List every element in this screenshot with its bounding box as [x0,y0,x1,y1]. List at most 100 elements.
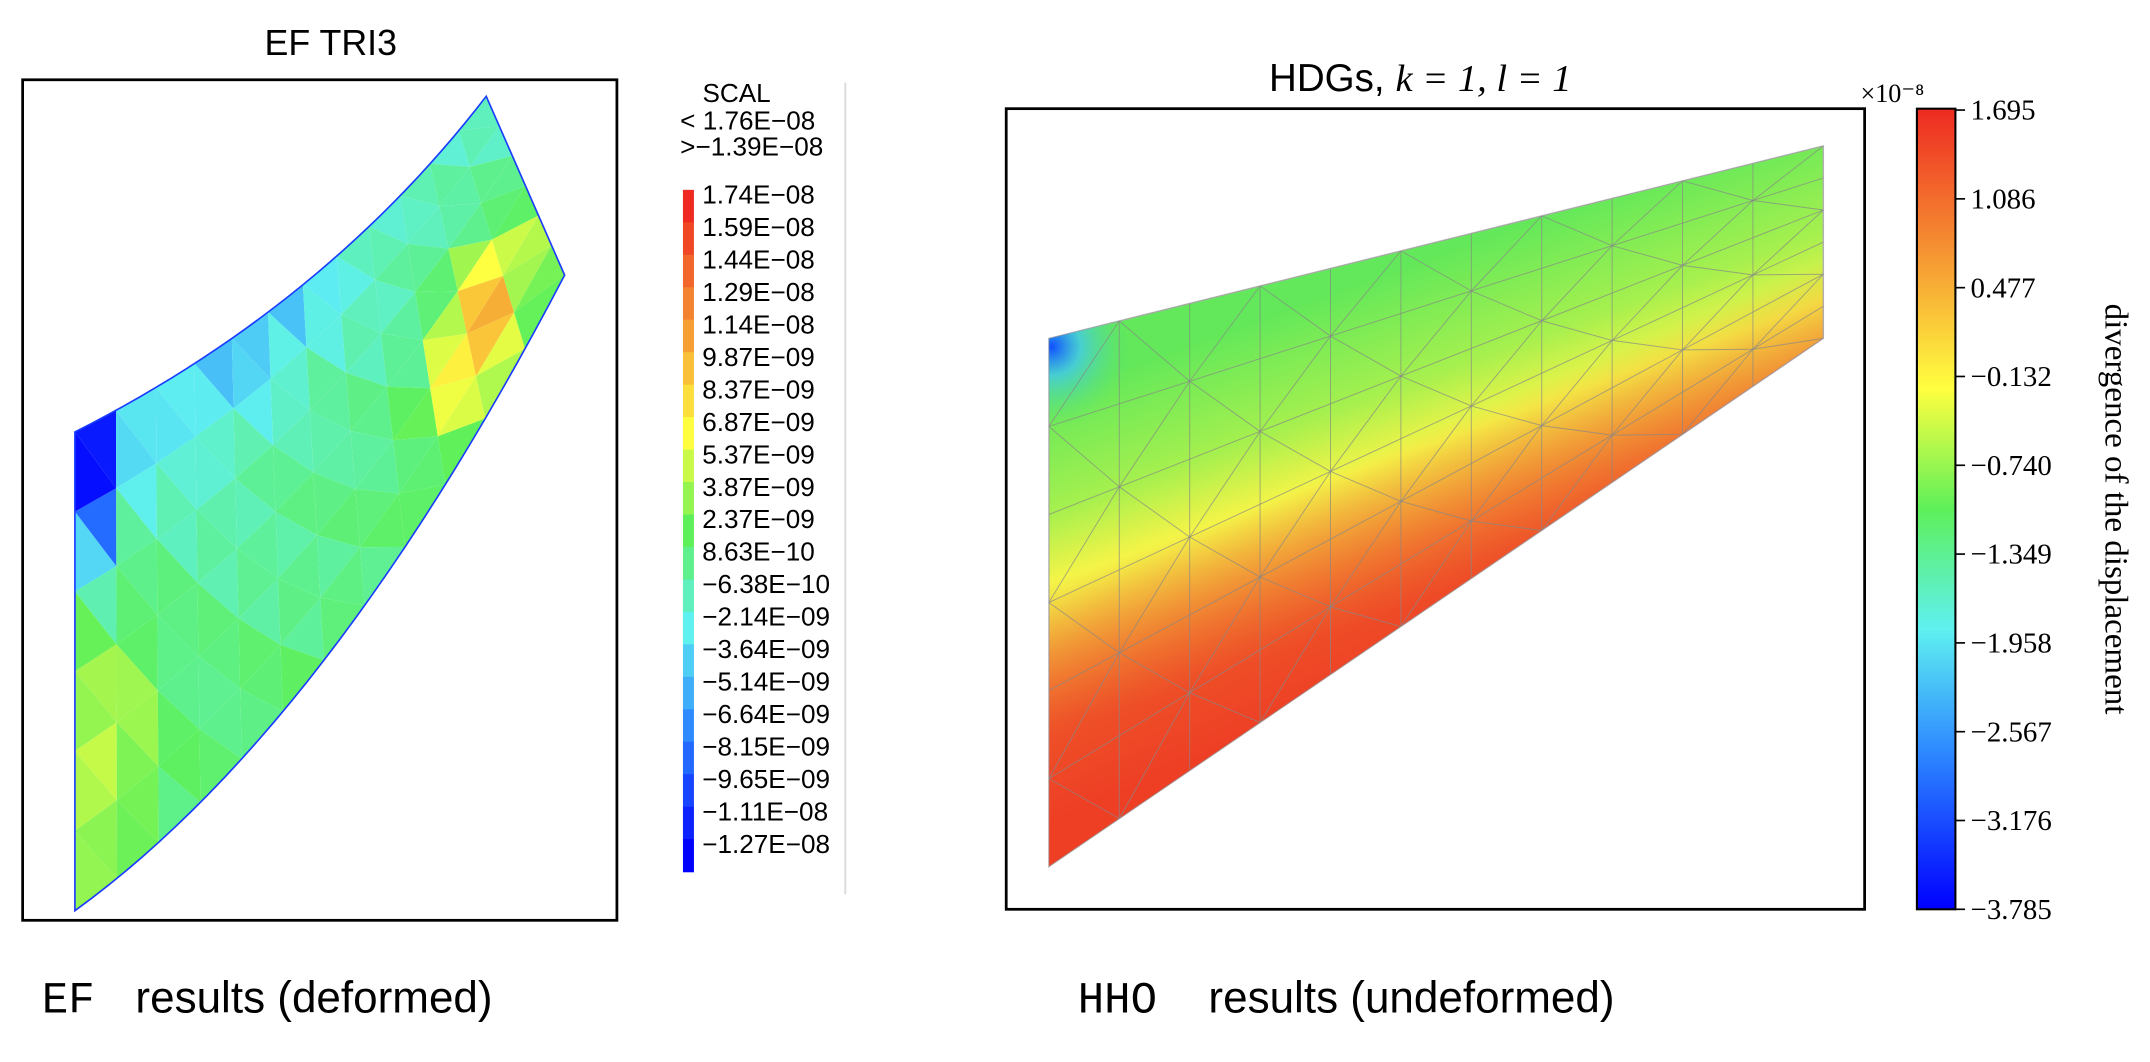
fe-element [320,547,365,606]
fe-element [74,431,117,512]
fe-element [268,312,307,379]
hdg-mesh-line [1400,375,1472,407]
hdg-mesh-line [1330,250,1402,337]
hdg-mesh-line [1611,265,1683,341]
fe-element [74,671,117,752]
legend-swatch [682,449,694,483]
colorbar-tick-label: 0.477 [1971,272,2036,304]
fe-element [502,245,552,313]
fe-element [116,463,157,540]
colorbar-ticks: 1.695 1.086 0.477 −0.132 −0.740 −1.349 −1.958 −… [1955,95,2052,926]
fe-element [469,155,513,204]
fe-element [270,378,310,446]
fe-element [233,378,274,446]
legend-max: < 1.76E−08 [680,105,815,135]
fe-element [280,597,324,661]
fe-element [341,314,382,373]
fe-element [306,314,346,373]
legend-entry: 6.87E−09 [702,407,815,437]
fe-element [197,548,239,619]
fe-element [393,388,438,441]
fe-element [476,348,526,419]
hdg-mesh-line [1682,348,1754,435]
legend-entry: −6.64E−09 [702,699,830,729]
legend-swatch [682,189,694,223]
hdg-mesh-line [1189,380,1261,432]
hdg-mesh-line [1118,380,1191,488]
fe-element [514,275,565,349]
hdg-mesh-line [1400,520,1472,627]
fe-element [195,408,236,479]
legend-swatch [682,611,694,646]
hdg-mesh-line [1048,602,1120,654]
fe-element [116,800,159,879]
fe-element [355,440,400,494]
fe-element [158,729,201,803]
fe-element [74,591,117,672]
hdg-mesh-line [1541,434,1613,531]
legend-entry: 8.37E−09 [702,374,815,404]
colorbar-tick-label: −0.132 [1971,361,2052,393]
legend-swatch [682,384,694,418]
left-caption-code: EF [42,976,95,1026]
hdg-mesh-line [1541,215,1613,247]
fe-element [74,830,117,911]
hdg-mesh-line [1189,431,1261,538]
hdg-mesh-line [1048,778,1120,820]
legend-swatch [682,352,694,386]
fe-element [448,203,492,249]
hdg-mesh-line [1541,425,1613,436]
colorbar-tick-label: −0.740 [1971,450,2052,482]
fe-element [277,578,321,645]
hdg-mesh-line [1752,145,1824,201]
hdg-mesh-line [1048,305,1824,780]
hdg-mesh-line [1682,180,1754,201]
hdg-mesh-line [1048,652,1120,779]
fe-element [502,215,552,276]
legend-swatch [682,676,694,710]
hdg-mesh-line [1400,405,1472,502]
left-title: EF TRI3 [265,23,397,63]
fe-mesh [74,94,566,913]
hdg-mesh-line [1259,576,1331,608]
hdg-mesh-line [1330,501,1402,608]
fe-element [275,472,317,536]
fe-element [466,275,515,334]
hdg-mesh-line [1330,335,1402,377]
fe-element [280,644,324,712]
hdg-mesh-line [1752,273,1824,350]
legend-swatch [682,222,694,256]
colorbar-multiplier: ×10⁻⁸ [1860,79,1924,108]
hdg-mesh-line [1611,245,1683,266]
fe-element [415,291,458,341]
fe-element [345,372,388,431]
fe-element [381,333,423,387]
fe-element [430,333,477,389]
hdg-mesh-line [1612,433,1683,436]
fe-element [273,409,314,473]
fe-element [437,376,486,437]
fe-element [116,387,157,464]
fe-element [387,386,431,441]
hdg-mesh-line [1259,431,1331,472]
fe-element [238,578,281,645]
hdg-mesh-line [1752,273,1824,276]
fe-element [233,408,274,479]
legend-swatch [682,287,694,321]
fe-element [238,618,281,689]
hdg-blue-spot [1048,145,1824,867]
hdg-mesh-line [1752,337,1824,350]
fe-element [235,478,276,549]
fe-element [74,644,117,723]
colorbar-tick-label: −1.349 [1971,539,2052,571]
fe-element [458,126,500,167]
hdg-mesh-line [1048,209,1824,515]
fe-element [430,163,470,207]
hdg-mesh-line [1118,692,1191,819]
fe-element [350,386,394,441]
fe-element [116,766,159,843]
left-caption-text: results (deformed) [135,973,492,1022]
fe-element [195,436,236,510]
fe-element [439,166,481,207]
fe-element [277,535,321,598]
